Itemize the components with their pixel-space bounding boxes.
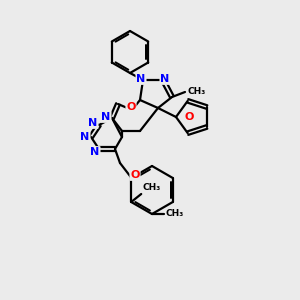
Text: CH₃: CH₃ bbox=[165, 209, 183, 218]
Text: O: O bbox=[130, 170, 140, 180]
Text: N: N bbox=[101, 112, 111, 122]
Text: N: N bbox=[136, 74, 146, 84]
Text: N: N bbox=[88, 118, 98, 128]
Text: O: O bbox=[126, 102, 136, 112]
Text: N: N bbox=[160, 74, 169, 84]
Text: CH₃: CH₃ bbox=[142, 183, 160, 192]
Text: O: O bbox=[184, 112, 194, 122]
Text: N: N bbox=[80, 132, 90, 142]
Text: N: N bbox=[90, 147, 100, 157]
Text: CH₃: CH₃ bbox=[188, 86, 206, 95]
